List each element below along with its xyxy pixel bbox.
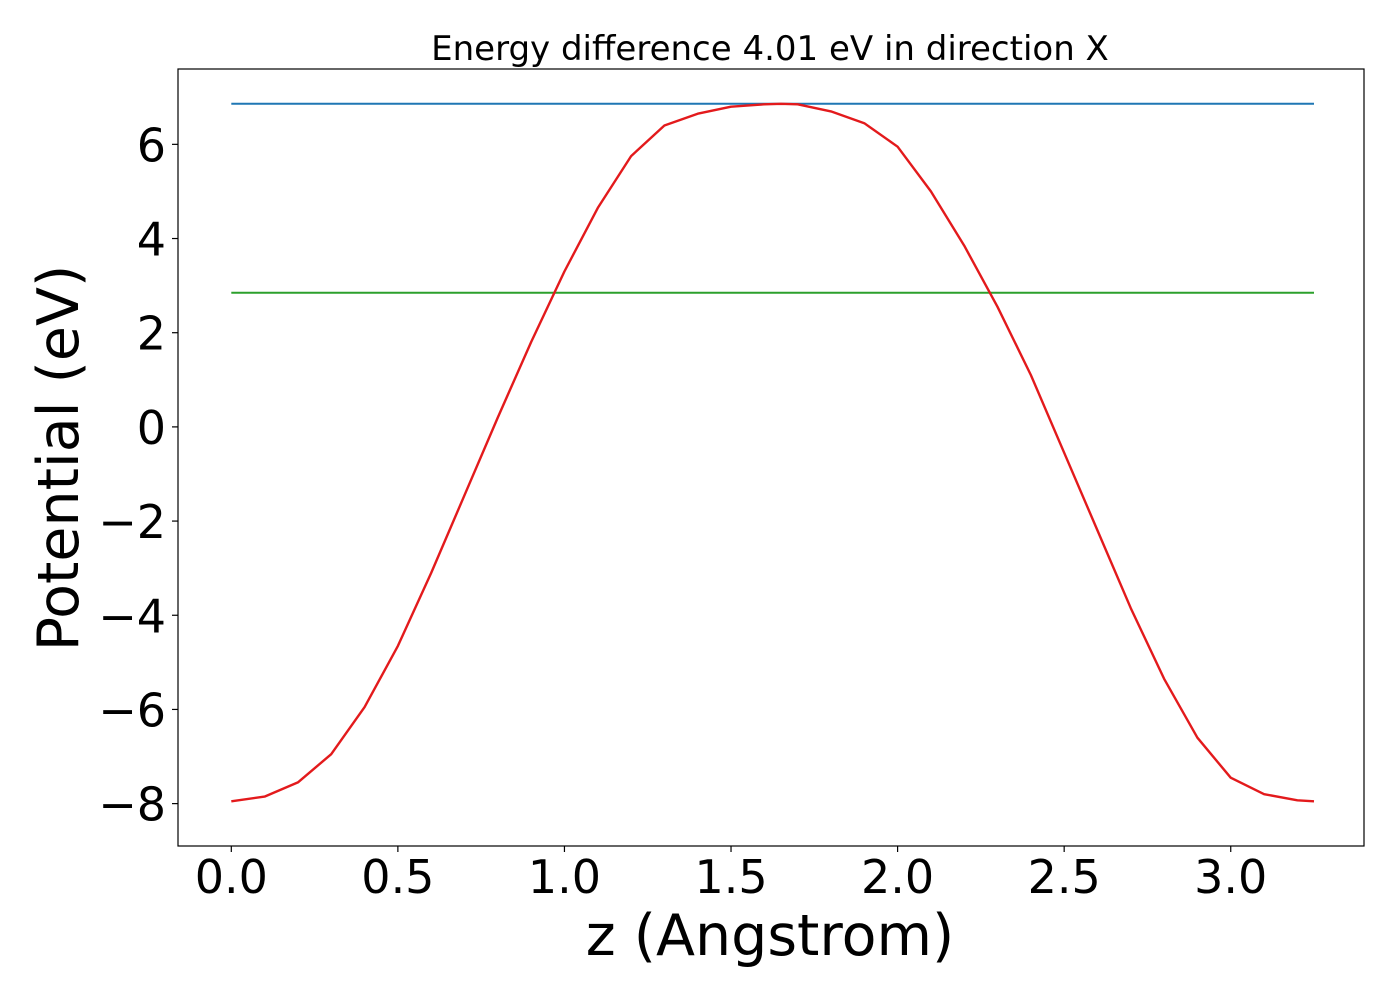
x-axis-label: z (Angstrom) xyxy=(586,903,954,969)
series-layer xyxy=(231,102,1315,803)
y-tick-label: 2 xyxy=(137,307,166,361)
x-tick-label: 2.5 xyxy=(1028,850,1101,904)
x-axis: 0.0 0.5 1.0 1.5 2.0 2.5 3.0 xyxy=(195,846,1267,904)
series-line-2 xyxy=(231,102,1315,803)
y-tick-label: −2 xyxy=(98,495,166,549)
y-tick-label: −6 xyxy=(98,683,166,737)
y-tick-label: −4 xyxy=(98,589,166,643)
x-tick-label: 1.5 xyxy=(694,850,767,904)
y-tick-label: 6 xyxy=(137,118,166,172)
plot-frame xyxy=(177,68,1365,847)
x-tick-label: 3.0 xyxy=(1194,850,1267,904)
x-tick-label: 0.0 xyxy=(195,850,268,904)
y-tick-label: −8 xyxy=(98,778,166,832)
x-tick-label: 0.5 xyxy=(361,850,434,904)
y-tick-label: 4 xyxy=(137,213,166,267)
y-axis-label: Potential (eV) xyxy=(26,265,92,651)
y-axis: −8 −6 −4 −2 0 2 4 6 xyxy=(98,118,178,832)
x-tick-label: 2.0 xyxy=(861,850,934,904)
y-tick-label: 0 xyxy=(137,401,166,455)
x-tick-label: 1.0 xyxy=(528,850,601,904)
chart-title: Energy difference 4.01 eV in direction X xyxy=(431,29,1109,69)
